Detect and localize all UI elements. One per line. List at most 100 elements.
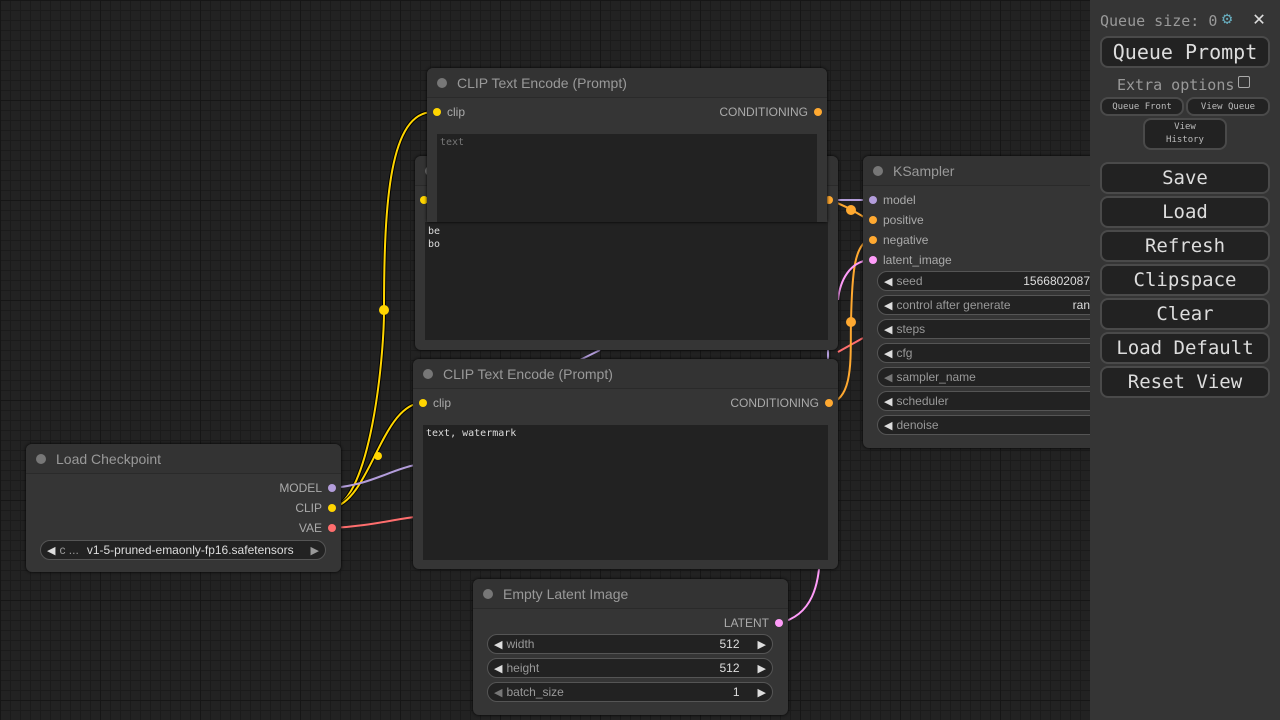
empty-latent-image-node[interactable]: Empty Latent Image LATENT ◀ width 512 ▶ ◀ hei… (473, 579, 788, 715)
output-label: CONDITIONING (719, 105, 808, 119)
conditioning-output-dot[interactable] (825, 399, 833, 407)
vae-output[interactable]: VAE (299, 518, 336, 538)
clip-text-encode-node-positive[interactable]: CLIP Text Encode (Prompt) clip CONDITION… (427, 68, 827, 222)
save-button[interactable]: Save (1100, 162, 1270, 194)
arrow-left-icon[interactable]: ◀ (884, 371, 893, 384)
input-positive[interactable]: positive (869, 210, 924, 230)
widget-height[interactable]: ◀ height 512 ▶ (487, 658, 773, 678)
clip-output[interactable]: CLIP (295, 498, 336, 518)
queue-prompt-button[interactable]: Queue Prompt (1100, 36, 1270, 68)
reset-view-button[interactable]: Reset View (1100, 366, 1270, 398)
input-negative[interactable]: negative (869, 230, 928, 250)
clip-output-dot[interactable] (328, 504, 336, 512)
widget-sampler_name[interactable]: ◀ sampler_name (877, 367, 1117, 387)
latent-output-dot[interactable] (775, 619, 783, 627)
node-title: KSampler (863, 156, 1103, 186)
arrow-left-icon[interactable]: ◀ (47, 544, 56, 557)
conditioning-output[interactable]: CONDITIONING (719, 102, 822, 122)
widget-batch_size[interactable]: ◀ batch_size 1 ▶ (487, 682, 773, 702)
view-queue-button[interactable]: View Queue (1186, 97, 1270, 116)
input-dot[interactable] (869, 216, 877, 224)
node-title: CLIP Text Encode (Prompt) (427, 68, 827, 98)
widget-label: width (506, 637, 535, 651)
widget-scheduler[interactable]: ◀ scheduler (877, 391, 1117, 411)
input-latent_image[interactable]: latent_image (869, 250, 952, 270)
clip-input[interactable]: clip (419, 393, 451, 413)
clear-button[interactable]: Clear (1100, 298, 1270, 330)
vae-output-dot[interactable] (328, 524, 336, 532)
prompt-textarea[interactable]: be bo (425, 222, 828, 340)
settings-gear-icon[interactable]: ⚙ (1222, 9, 1233, 29)
widget-denoise[interactable]: ◀ denoise (877, 415, 1117, 435)
widget-control-after-generate[interactable]: ◀ control after generate ran (877, 295, 1117, 315)
conditioning-output-dot[interactable] (814, 108, 822, 116)
refresh-button[interactable]: Refresh (1100, 230, 1270, 262)
output-label: LATENT (723, 616, 769, 630)
wire-model (331, 464, 416, 489)
arrow-left-icon[interactable]: ◀ (494, 662, 503, 675)
arrow-right-icon[interactable]: ▶ (310, 544, 319, 557)
model-output[interactable]: MODEL (279, 478, 336, 498)
text-line: be (428, 226, 441, 237)
clip-input[interactable]: clip (433, 102, 465, 122)
model-output-dot[interactable] (328, 484, 336, 492)
queue-front-button[interactable]: Queue Front (1100, 97, 1184, 116)
arrow-left-icon[interactable]: ◀ (494, 686, 503, 699)
clip-input-dot[interactable] (420, 196, 428, 204)
arrow-left-icon[interactable]: ◀ (884, 395, 893, 408)
widget-value: 1566802087 (1023, 274, 1090, 288)
arrow-left-icon[interactable]: ◀ (884, 347, 893, 360)
output-label: CONDITIONING (730, 396, 819, 410)
wire-vae (331, 516, 416, 529)
widget-label: batch_size (506, 685, 564, 699)
text-line: bo (428, 239, 441, 250)
input-model[interactable]: model (869, 190, 916, 210)
input-dot[interactable] (869, 196, 877, 204)
load-default-button[interactable]: Load Default (1100, 332, 1270, 364)
node-title: Load Checkpoint (26, 444, 341, 474)
arrow-right-icon[interactable]: ▶ (757, 662, 766, 675)
prompt-textarea[interactable]: text (437, 134, 817, 222)
widget-value: v1-5-pruned-emaonly-fp16.safetensors (86, 543, 294, 557)
clipspace-button[interactable]: Clipspace (1100, 264, 1270, 296)
prompt-textarea[interactable]: text, watermark (423, 425, 828, 560)
widget-label: c ... (59, 543, 79, 557)
clip-text-encode-node-negative[interactable]: CLIP Text Encode (Prompt) clip CONDITION… (413, 359, 838, 569)
widget-steps[interactable]: ◀ steps (877, 319, 1117, 339)
ksampler-node[interactable]: KSampler model positive negative latent_ima… (863, 156, 1117, 448)
input-dot[interactable] (869, 236, 877, 244)
conditioning-output-dot[interactable] (825, 196, 833, 204)
input-label: model (883, 193, 916, 207)
widget-label: control after generate (896, 298, 1011, 312)
widget-width[interactable]: ◀ width 512 ▶ (487, 634, 773, 654)
widget-seed[interactable]: ◀ seed 1566802087 (877, 271, 1117, 291)
widget-value: 512 (719, 661, 740, 675)
arrow-left-icon[interactable]: ◀ (884, 323, 893, 336)
arrow-left-icon[interactable]: ◀ (884, 275, 893, 288)
ckpt-name-combo[interactable]: ◀ c ... v1-5-pruned-emaonly-fp16.safeten… (40, 540, 326, 560)
clip-input-dot[interactable] (433, 108, 441, 116)
widget-label: cfg (896, 346, 913, 360)
extra-options-checkbox[interactable] (1238, 76, 1251, 88)
arrow-left-icon[interactable]: ◀ (884, 299, 893, 312)
close-icon[interactable]: ✕ (1253, 6, 1266, 30)
arrow-left-icon[interactable]: ◀ (884, 419, 893, 432)
widget-value: 512 (719, 637, 740, 651)
arrow-right-icon[interactable]: ▶ (757, 686, 766, 699)
input-dot[interactable] (869, 256, 877, 264)
arrow-right-icon[interactable]: ▶ (757, 638, 766, 651)
output-label: MODEL (279, 481, 322, 495)
conditioning-output[interactable]: CONDITIONING (730, 393, 833, 413)
latent-output[interactable]: LATENT (724, 613, 783, 633)
side-menu: Queue size: 0 ⚙ ✕ Queue Prompt Extra opt… (1090, 0, 1280, 720)
input-label: negative (883, 233, 929, 247)
widget-cfg[interactable]: ◀ cfg (877, 343, 1117, 363)
load-checkpoint-node[interactable]: Load Checkpoint MODEL CLIP VAE ◀ c ... v… (26, 444, 341, 572)
load-button[interactable]: Load (1100, 196, 1270, 228)
clip-text-encode-node-back[interactable]: be bo (415, 156, 838, 350)
view-history-button[interactable]: View History (1143, 118, 1227, 150)
widget-label: steps (896, 322, 926, 336)
clip-input-dot[interactable] (419, 399, 427, 407)
arrow-left-icon[interactable]: ◀ (494, 638, 503, 651)
input-label: clip (447, 105, 466, 119)
